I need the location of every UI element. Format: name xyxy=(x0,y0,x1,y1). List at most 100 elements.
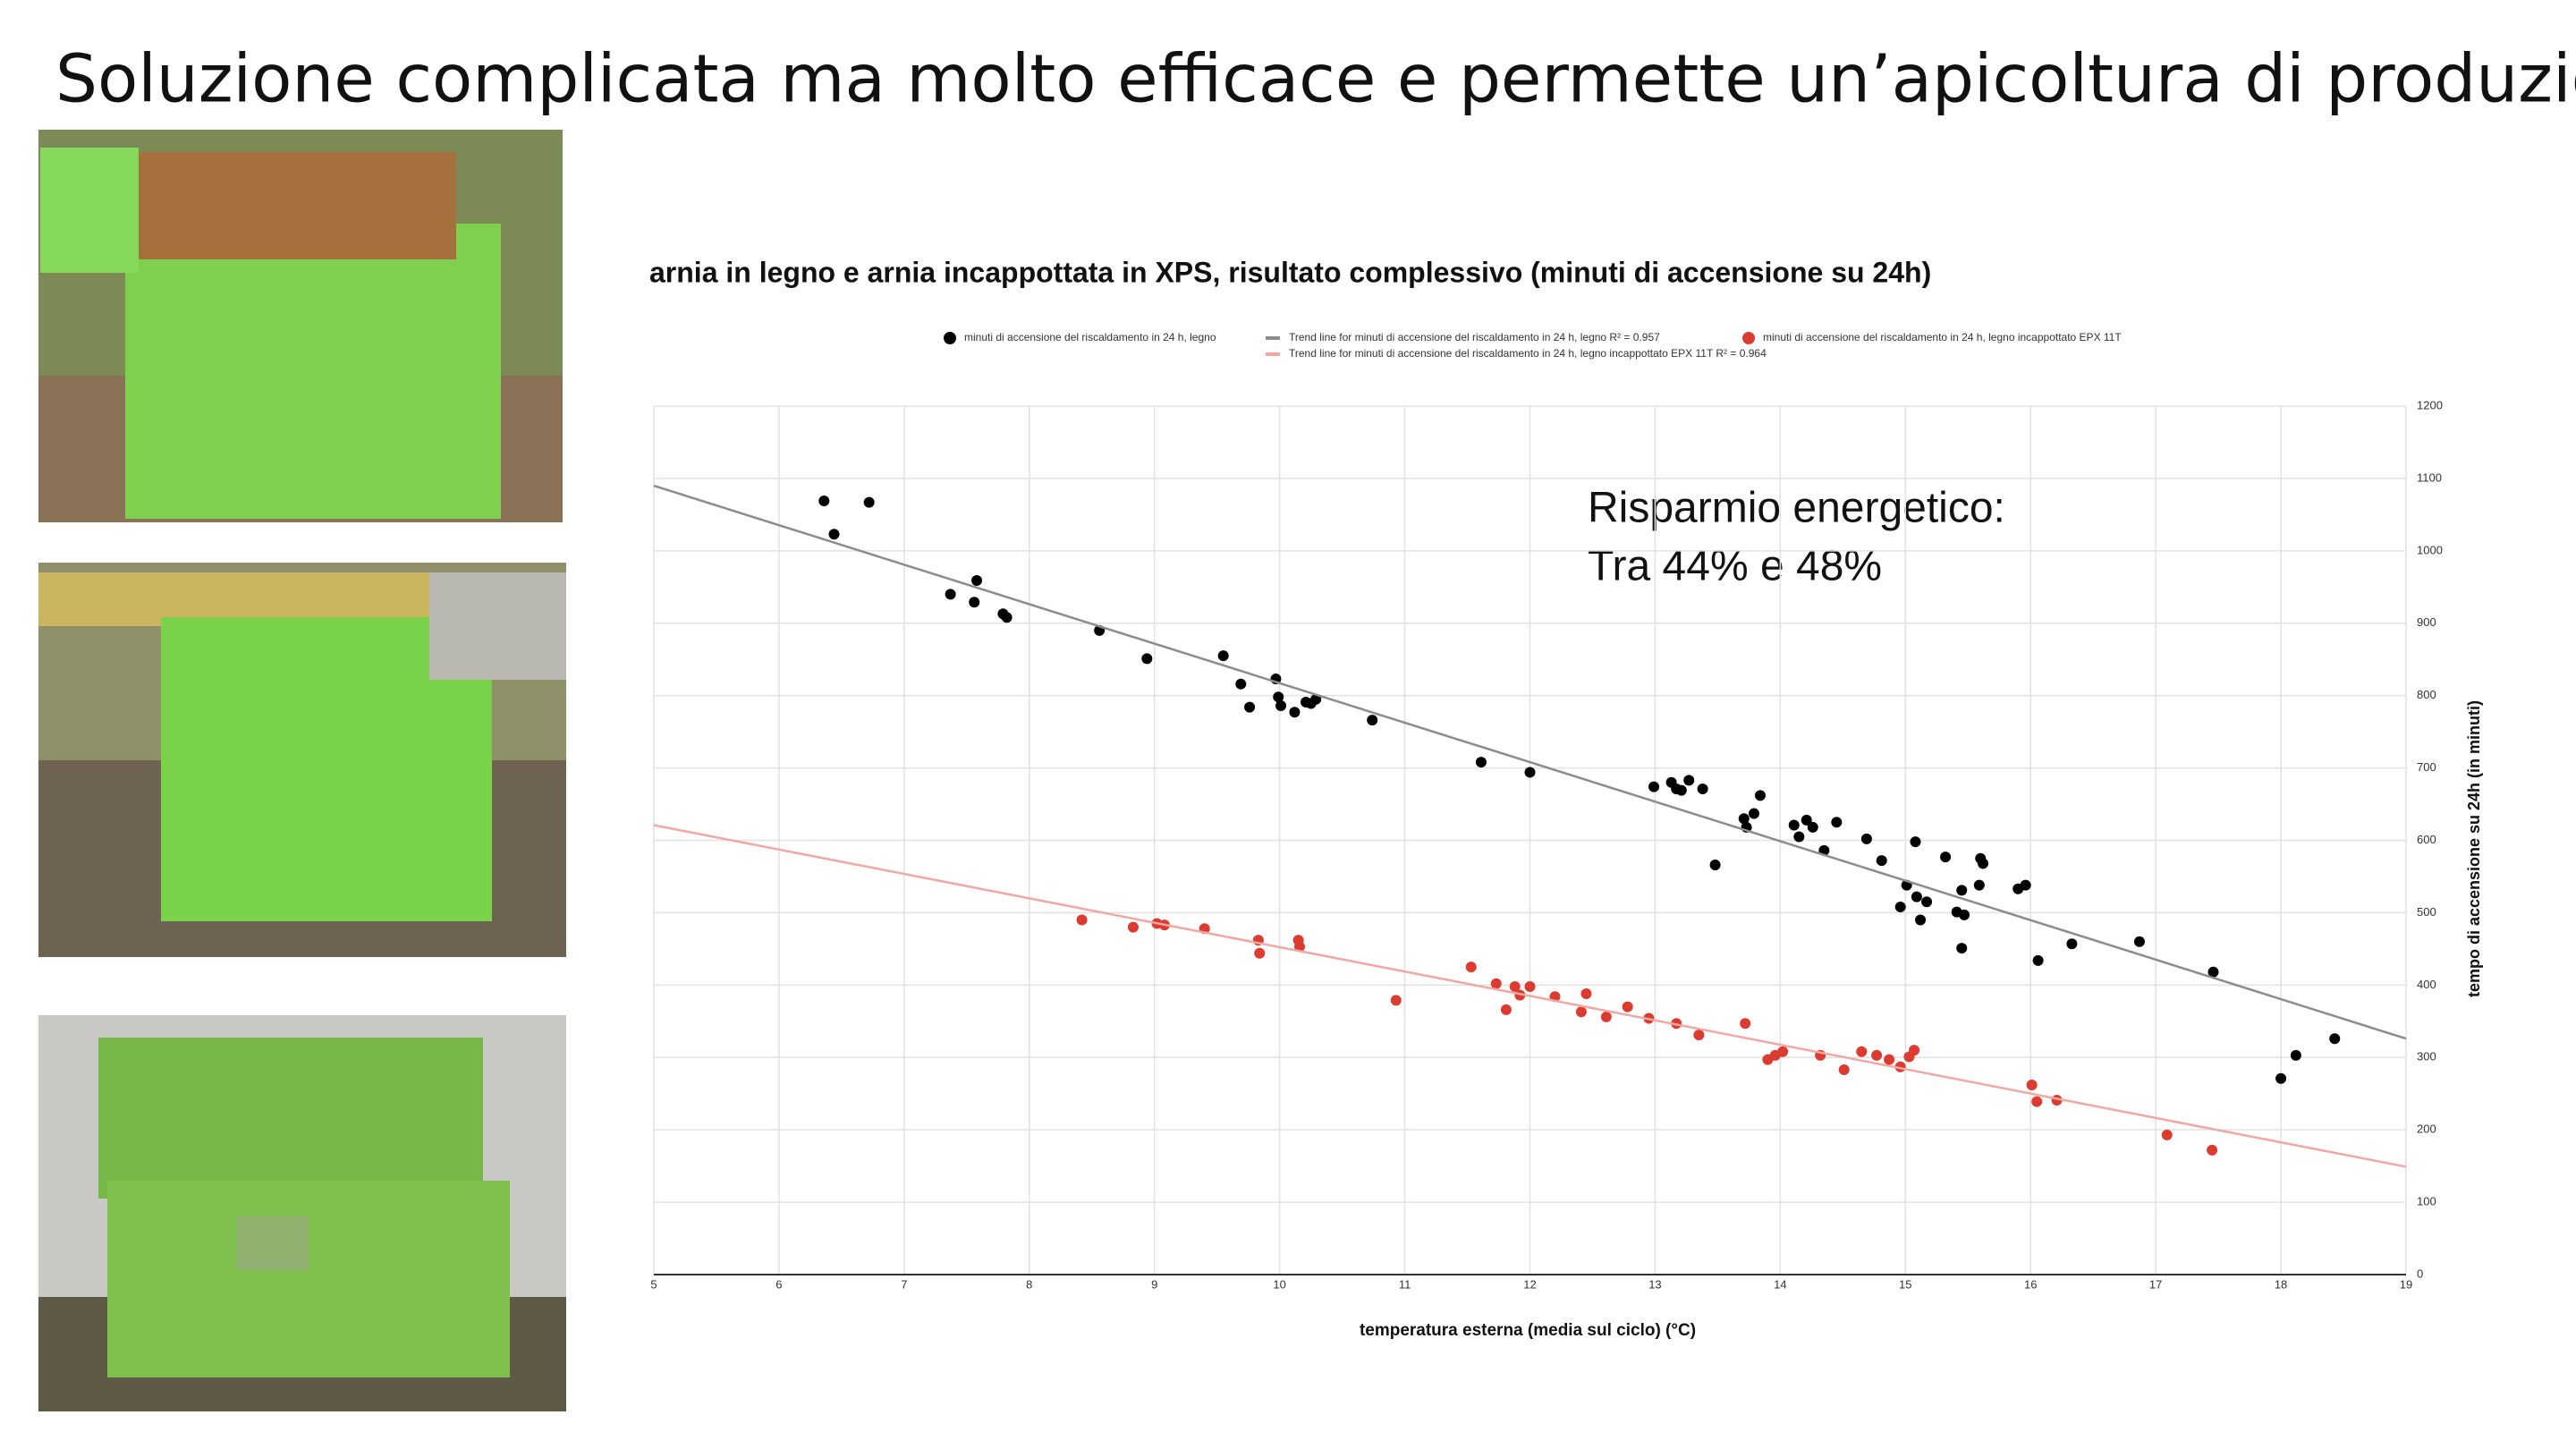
point xyxy=(1693,1030,1705,1041)
point xyxy=(1367,715,1378,726)
point xyxy=(1894,901,1906,912)
chart-title: arnia in legno e arnia incappottata in X… xyxy=(649,256,1931,288)
point xyxy=(1500,1004,1512,1015)
y-tick-label: 600 xyxy=(2417,833,2436,846)
point xyxy=(1807,821,1818,833)
point xyxy=(1738,813,1750,825)
point xyxy=(1831,817,1843,828)
point xyxy=(1289,707,1301,718)
y-tick-label: 200 xyxy=(2417,1123,2436,1136)
point xyxy=(1524,767,1536,778)
point xyxy=(969,597,980,608)
point xyxy=(863,496,875,508)
y-tick-label: 1000 xyxy=(2417,543,2443,556)
point xyxy=(1909,1045,1920,1056)
point xyxy=(1475,757,1487,768)
point xyxy=(1273,691,1284,703)
trend-line xyxy=(653,824,2407,1168)
point xyxy=(1959,909,1970,920)
point xyxy=(1244,701,1256,713)
x-tick-label: 15 xyxy=(1899,1277,1911,1291)
point xyxy=(1740,1018,1751,1030)
point xyxy=(1838,1064,1850,1076)
point xyxy=(1390,995,1402,1006)
x-axis-label: temperatura esterna (media sul ciclo) (°… xyxy=(1360,1321,1696,1340)
point xyxy=(1856,1046,1868,1057)
photo-2 xyxy=(38,563,566,957)
point xyxy=(1465,962,1477,973)
point xyxy=(1748,808,1759,819)
point xyxy=(1001,612,1013,623)
x-tick-label: 17 xyxy=(2149,1277,2162,1291)
point xyxy=(2020,879,2031,891)
y-tick-label: 0 xyxy=(2417,1267,2423,1280)
y-tick-label: 300 xyxy=(2417,1050,2436,1063)
point xyxy=(1580,988,1592,1000)
point xyxy=(1127,921,1139,933)
point xyxy=(1076,914,1088,926)
y-tick-label: 700 xyxy=(2417,760,2436,774)
point xyxy=(1777,1046,1789,1057)
point xyxy=(2290,1049,2301,1061)
x-tick-label: 19 xyxy=(2400,1277,2412,1291)
point xyxy=(1871,1049,1883,1061)
point xyxy=(2329,1033,2341,1045)
point xyxy=(1921,896,1933,908)
point xyxy=(1697,784,1708,795)
point xyxy=(2026,1079,2038,1090)
legend-label: minuti di accensione del riscaldamento i… xyxy=(1763,331,2122,343)
point xyxy=(945,589,956,600)
point xyxy=(1911,891,1922,902)
photo-3 xyxy=(38,1015,566,1411)
point xyxy=(1973,879,1985,891)
legend-swatch xyxy=(1742,332,1755,344)
point xyxy=(1675,784,1687,796)
point xyxy=(1709,860,1721,871)
point xyxy=(1254,947,1266,959)
y-tick-label: 400 xyxy=(2417,978,2436,991)
point xyxy=(1860,833,1872,844)
point xyxy=(2032,954,2044,966)
x-tick-label: 13 xyxy=(1648,1277,1661,1291)
point xyxy=(1884,1054,1895,1065)
y-tick-label: 100 xyxy=(2417,1195,2436,1208)
x-tick-label: 10 xyxy=(1273,1277,1285,1291)
legend-label: Trend line for minuti di accensione del … xyxy=(1289,347,1767,360)
point xyxy=(1940,852,1952,863)
point xyxy=(1801,814,1812,826)
point xyxy=(1622,1001,1633,1013)
point xyxy=(1490,978,1502,989)
point xyxy=(1217,650,1229,662)
point xyxy=(1956,943,1968,954)
photo-1 xyxy=(38,130,563,522)
point xyxy=(1754,790,1766,801)
y-axis-label: tempo di accensione su 24h (in minuti) xyxy=(2465,700,2483,997)
y-tick-label: 1200 xyxy=(2417,398,2443,411)
trend-line xyxy=(653,484,2407,1040)
x-tick-label: 8 xyxy=(1026,1277,1032,1291)
point xyxy=(1575,1006,1587,1018)
point xyxy=(1910,836,1921,848)
annotation: Tra 44% e 48% xyxy=(1588,543,1882,590)
point xyxy=(828,529,840,540)
point xyxy=(1275,699,1287,711)
x-tick-label: 11 xyxy=(1399,1277,1411,1291)
legend-label: minuti di accensione del riscaldamento i… xyxy=(964,331,1216,343)
x-tick-label: 18 xyxy=(2275,1277,2287,1291)
point xyxy=(1788,819,1800,831)
point xyxy=(1509,980,1521,992)
point xyxy=(818,496,830,507)
point xyxy=(2161,1129,2173,1140)
point xyxy=(1683,775,1695,786)
point xyxy=(1648,781,1660,792)
point xyxy=(2031,1096,2043,1107)
point xyxy=(1876,855,1887,867)
point xyxy=(1524,980,1536,992)
annotation: Risparmio energetico: xyxy=(1588,485,2005,532)
x-tick-label: 5 xyxy=(650,1277,657,1291)
y-tick-label: 800 xyxy=(2417,688,2436,701)
x-tick-label: 16 xyxy=(2024,1277,2037,1291)
point xyxy=(971,575,983,587)
point xyxy=(1793,831,1805,843)
